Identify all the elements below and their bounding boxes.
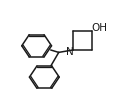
Text: N: N (66, 47, 74, 57)
Text: OH: OH (91, 23, 107, 33)
